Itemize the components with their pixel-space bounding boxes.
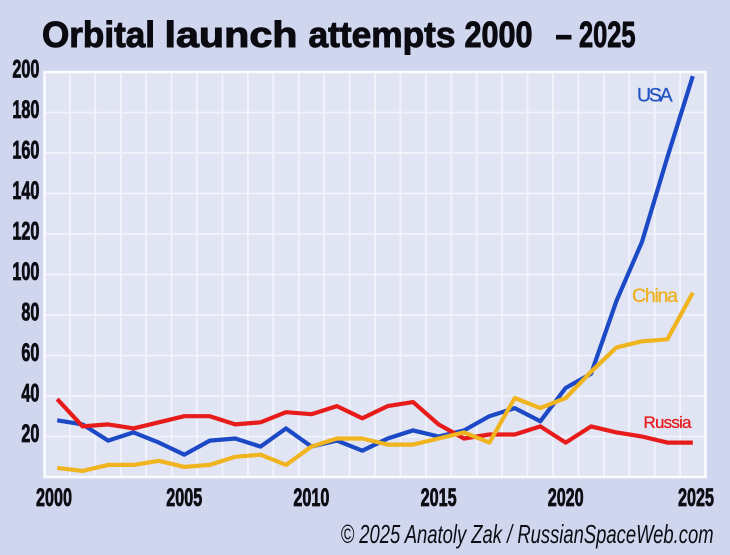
svg-text:40: 40: [21, 380, 39, 407]
svg-text:2000: 2000: [36, 484, 72, 511]
svg-text:China: China: [632, 285, 678, 307]
svg-text:Russia: Russia: [644, 413, 693, 432]
svg-text:20: 20: [21, 420, 39, 447]
svg-text:2025: 2025: [678, 484, 714, 511]
svg-text:160: 160: [12, 137, 39, 164]
svg-text:180: 180: [12, 96, 39, 123]
svg-text:USA: USA: [637, 84, 673, 106]
svg-text:60: 60: [21, 339, 39, 366]
svg-text:200: 200: [12, 56, 39, 83]
svg-text:2010: 2010: [293, 484, 329, 511]
svg-text:100: 100: [12, 258, 39, 285]
svg-text:120: 120: [12, 218, 39, 245]
svg-text:140: 140: [12, 177, 39, 204]
svg-text:2020: 2020: [548, 484, 584, 511]
svg-text:2005: 2005: [166, 484, 202, 511]
svg-text:80: 80: [21, 299, 39, 326]
svg-text:2015: 2015: [421, 484, 457, 511]
svg-text:© 2025 Anatoly Zak / RussianSp: © 2025 Anatoly Zak / RussianSpaceWeb.com: [341, 519, 714, 549]
